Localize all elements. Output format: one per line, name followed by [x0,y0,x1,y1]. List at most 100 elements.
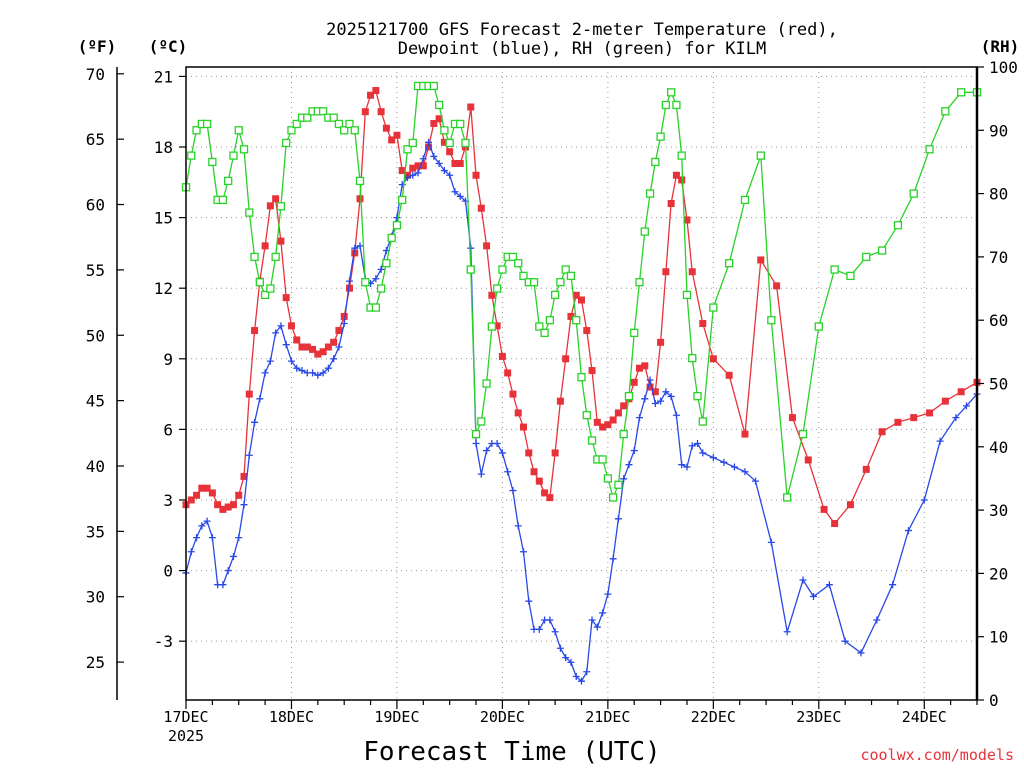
rh-point [229,151,238,160]
dewpoint-point [514,522,522,530]
dewpoint-point [483,447,491,455]
rh-point [740,195,750,205]
temperature-point [562,355,570,363]
rh-point [519,271,528,281]
f-tick-label: 25 [86,653,105,672]
temperature-point [377,108,385,116]
temperature-point [788,414,796,422]
temperature-point [293,336,301,344]
dewpoint-point [245,451,253,459]
rh-point [635,278,644,287]
rh-point [461,138,470,148]
c-tick-label: 18 [154,138,173,157]
temperature-point [831,520,839,528]
dewpoint-point [261,369,269,377]
rh-tick-label: 50 [989,375,1008,394]
dewpoint-point [556,644,564,652]
dewpoint-point [641,395,649,403]
temperature-point [193,491,201,499]
grid [186,67,977,700]
rh-point [239,145,249,154]
temperature-point [398,167,406,175]
temperature-point [709,355,717,363]
dewpoint-point [356,242,364,250]
temperature-point [657,338,665,346]
temperature-point [319,348,327,356]
dewpoint-point [630,447,638,455]
temperature-point [467,103,475,111]
dewpoint-point [551,628,559,636]
dewpoint-point [266,357,274,365]
x-tick-label: 18DEC [269,708,314,726]
temperature-point [345,284,353,292]
rh-point [192,126,201,135]
dewpoint-point [203,517,211,525]
rh-point [783,493,792,502]
temperature-point [504,369,512,377]
rh-point [640,227,649,236]
temperature-point [324,343,332,351]
rh-point [814,322,823,331]
temperature-point [941,397,949,405]
dewpoint-point [720,458,728,466]
rh-point [187,151,196,160]
dewpoint-point [240,501,248,509]
temperature-point [630,378,638,386]
temperature-point [926,409,934,417]
dewpoint-point [446,171,454,179]
rh-point [303,113,312,122]
rh-tick-label: 10 [989,628,1008,647]
rh-point [656,132,665,141]
dewpoint-point [799,576,807,584]
dewpoint-point [688,442,696,450]
rh-point [756,151,765,160]
temperature-point [846,501,854,509]
plot-frame [185,66,978,701]
temperature-point [662,268,670,276]
dewpoint-point [187,548,195,556]
rh-point [376,284,386,293]
rh-point [957,88,966,97]
rh-point [709,303,718,312]
temperature-point [456,159,464,167]
temperature-point [277,237,285,245]
temperature-point [556,397,564,405]
rh-point [208,157,217,167]
temperature-point [483,242,491,250]
dewpoint-point [609,555,617,563]
rh-point [498,265,507,274]
rh-tick-label: 40 [989,438,1008,457]
dewpoint-point [662,388,670,396]
c-tick-label: 0 [163,562,173,581]
dewpoint-point [340,319,348,327]
temperature-point [282,294,290,302]
dewpoint-point [272,329,280,337]
dewpoint-point [251,418,259,426]
temperature-point [440,138,448,146]
rh-point [682,290,692,300]
temperature-point [351,249,359,257]
temperature-point [519,423,527,431]
rh-point [587,436,597,445]
temperature-point [314,350,322,358]
dewpoint-point [472,440,480,448]
dewpoint-point [646,376,654,384]
rh-point [371,303,380,312]
dewpoint-point [625,461,633,469]
dewpoint-point [335,343,343,351]
rh-point [798,429,808,439]
temperature-point [251,327,259,335]
temperature-point [910,414,918,422]
f-tick-label: 30 [86,588,105,607]
x-tick-label: 19DEC [374,708,419,726]
dewpoint-point [330,355,338,363]
x-tick-label: 24DEC [902,708,947,726]
rh-tick-label: 70 [989,248,1008,267]
dewpoint-point [467,244,475,252]
dewpoint-point [198,522,206,530]
chart-title-line1: 2025121700 GFS Forecast 2-meter Temperat… [326,20,838,40]
c-tick-label: 6 [163,420,173,439]
dewpoint-point [419,155,427,163]
temperature-point [757,256,765,264]
